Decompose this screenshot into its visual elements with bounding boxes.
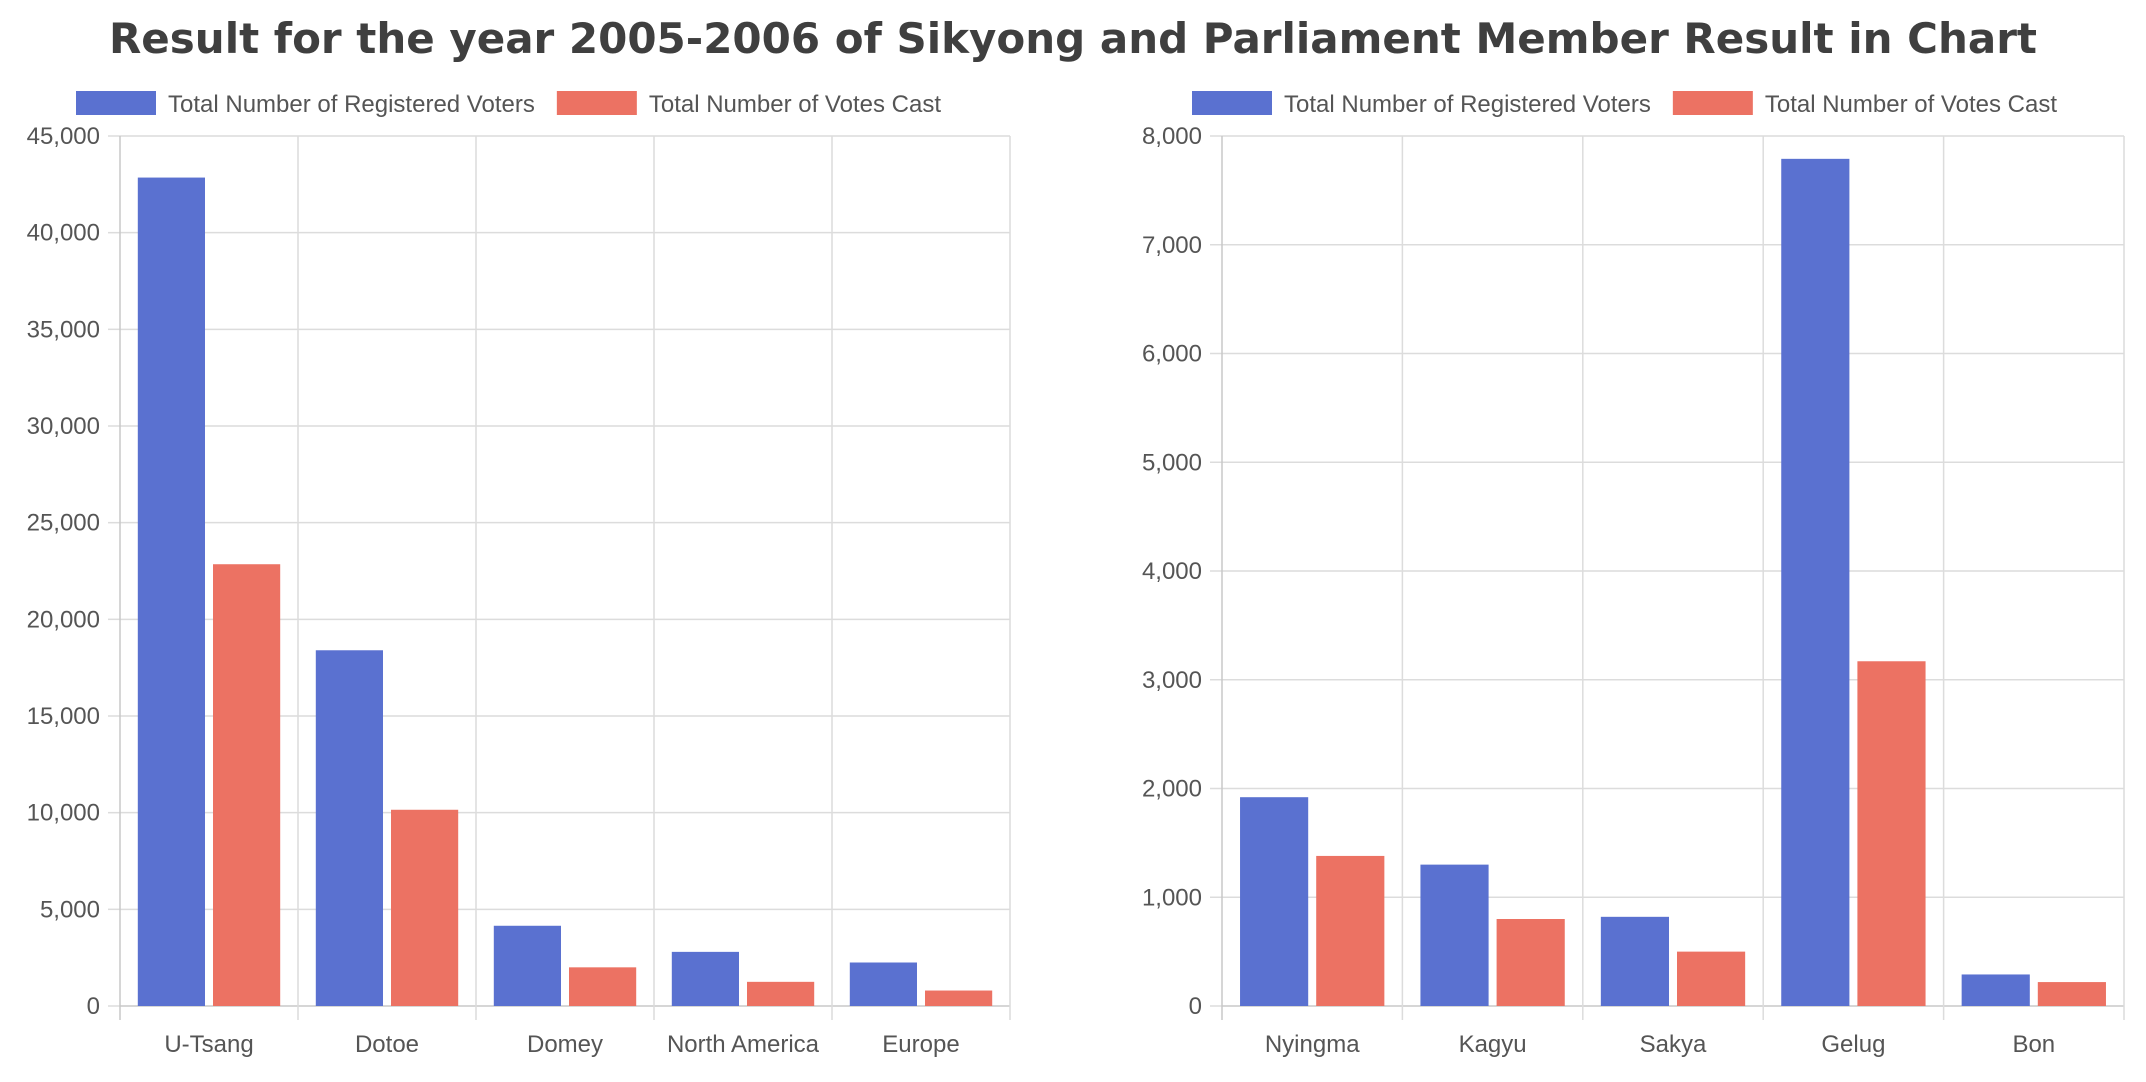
- bar-registered-bon: [1961, 974, 2030, 1006]
- x-tick-label: Kagyu: [1459, 1031, 1527, 1058]
- bar-registered-kagyu: [1420, 864, 1489, 1006]
- bar-registered-north-america: [671, 951, 739, 1006]
- legend-swatch: [1672, 91, 1753, 115]
- bar-registered-dotoe: [315, 650, 383, 1006]
- chart-title: Result for the year 2005-2006 of Sikyong…: [108, 14, 2038, 63]
- y-tick-label: 1,000: [1142, 884, 1202, 911]
- legend-label: Total Number of Registered Voters: [168, 91, 535, 118]
- chart-1: Total Number of Registered Voters Total N…: [27, 91, 1011, 1058]
- bar-registered-u-tsang: [137, 177, 205, 1007]
- x-tick-label: Nyingma: [1265, 1031, 1360, 1058]
- y-tick-label: 10,000: [27, 800, 100, 827]
- bar-cast-dotoe: [391, 809, 459, 1006]
- x-tick-label: Europe: [882, 1031, 959, 1058]
- x-tick-label: Gelug: [1821, 1031, 1885, 1058]
- x-tick-label: North America: [667, 1031, 820, 1058]
- y-tick-label: 0: [87, 993, 100, 1020]
- x-tick-label: Bon: [2012, 1031, 2055, 1058]
- y-tick-label: 0: [1189, 993, 1202, 1020]
- bar-cast-gelug: [1857, 661, 1926, 1006]
- bar-cast-sakya: [1677, 951, 1746, 1006]
- y-tick-label: 3,000: [1142, 667, 1202, 694]
- legend-label: Total Number of Votes Cast: [1765, 91, 2057, 118]
- legend-label: Total Number of Votes Cast: [649, 91, 941, 118]
- y-tick-label: 6,000: [1142, 341, 1202, 368]
- y-tick-label: 2,000: [1142, 776, 1202, 803]
- y-tick-label: 40,000: [27, 220, 100, 247]
- bar-registered-sakya: [1600, 916, 1669, 1006]
- legend-swatch: [556, 91, 637, 115]
- bar-registered-europe: [849, 962, 917, 1006]
- y-tick-label: 8,000: [1142, 123, 1202, 150]
- y-tick-label: 7,000: [1142, 232, 1202, 259]
- legend-swatch: [1192, 91, 1272, 115]
- y-tick-label: 5,000: [1142, 449, 1202, 476]
- bar-cast-bon: [2037, 982, 2106, 1006]
- chart-2: Total Number of Registered Voters Total N…: [1142, 91, 2125, 1058]
- x-tick-label: Sakya: [1640, 1031, 1707, 1058]
- y-tick-label: 4,000: [1142, 558, 1202, 585]
- bar-cast-domey: [569, 967, 637, 1006]
- x-tick-label: Domey: [527, 1031, 603, 1058]
- bar-cast-europe: [925, 990, 993, 1006]
- bar-registered-nyingma: [1240, 797, 1309, 1006]
- bar-cast-north-america: [747, 981, 815, 1006]
- y-tick-label: 20,000: [27, 606, 100, 633]
- bar-cast-u-tsang: [213, 564, 281, 1006]
- y-tick-label: 25,000: [27, 510, 100, 537]
- bar-registered-domey: [493, 925, 561, 1006]
- bar-registered-gelug: [1781, 158, 1850, 1006]
- bar-cast-nyingma: [1316, 855, 1385, 1006]
- x-tick-label: Dotoe: [355, 1031, 419, 1058]
- y-tick-label: 5,000: [40, 896, 100, 923]
- y-tick-label: 30,000: [27, 413, 100, 440]
- bar-cast-kagyu: [1496, 919, 1565, 1006]
- x-tick-label: U-Tsang: [164, 1031, 253, 1058]
- legend-label: Total Number of Registered Voters: [1284, 91, 1651, 118]
- y-tick-label: 35,000: [27, 316, 100, 343]
- y-tick-label: 45,000: [27, 123, 100, 150]
- y-tick-label: 15,000: [27, 703, 100, 730]
- legend-swatch: [76, 91, 156, 115]
